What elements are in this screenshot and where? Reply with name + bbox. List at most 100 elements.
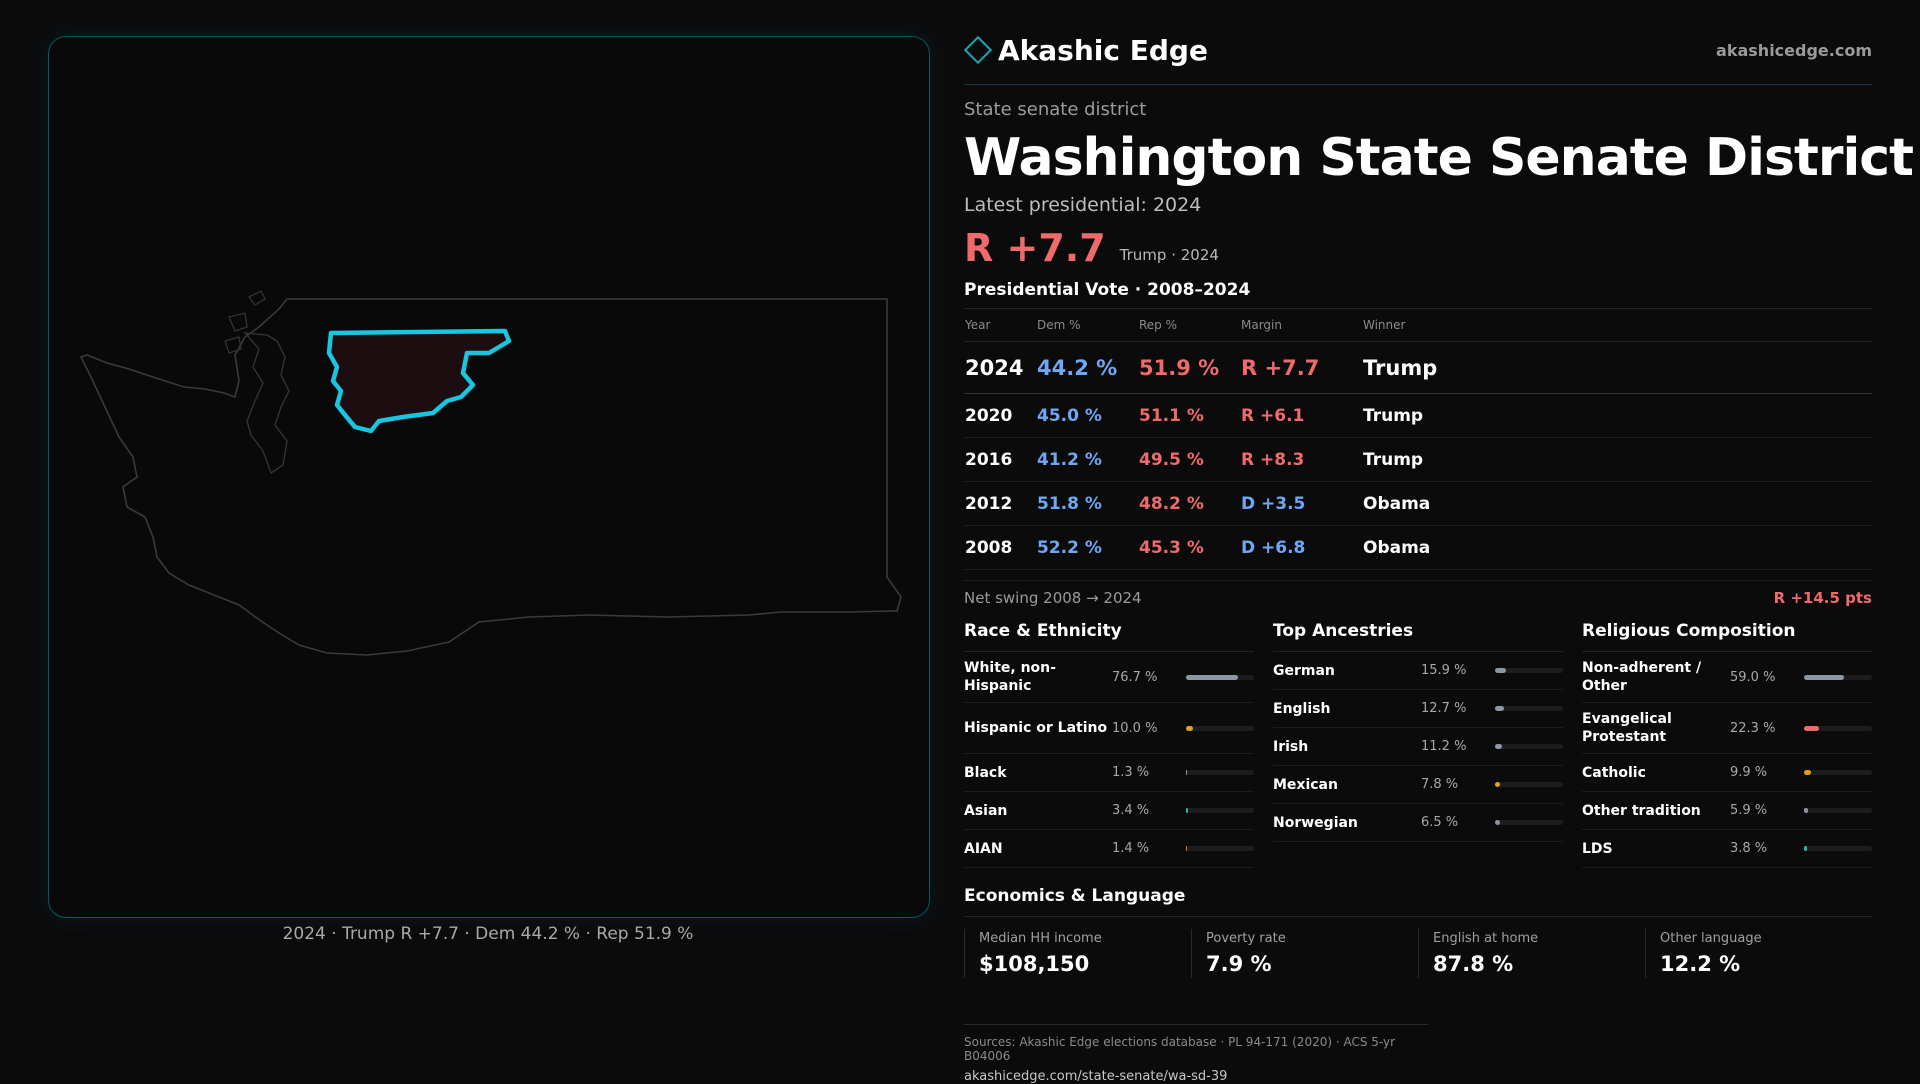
religion-label: LDS bbox=[1582, 840, 1613, 857]
vote-dem-pct: 52.2 % bbox=[1036, 525, 1138, 570]
religion-pct: 9.9 % bbox=[1730, 765, 1768, 780]
district-map[interactable] bbox=[49, 37, 929, 917]
religion-row: Non-adherent / Other 59.0 % bbox=[1582, 652, 1872, 703]
col-header-margin: Margin bbox=[1240, 308, 1362, 342]
ancestry-bar-fill bbox=[1495, 668, 1506, 673]
ancestry-label: English bbox=[1273, 700, 1331, 717]
vote-year: 2012 bbox=[964, 481, 1036, 526]
islands bbox=[224, 290, 266, 354]
headline-margin-value: R +7.7 bbox=[964, 226, 1106, 270]
religion-bar-fill bbox=[1804, 770, 1811, 775]
col-header-rep: Rep % bbox=[1138, 308, 1240, 342]
vote-dem-pct: 44.2 % bbox=[1036, 341, 1138, 394]
vote-rep-pct: 49.5 % bbox=[1138, 437, 1240, 482]
race-bar-fill bbox=[1186, 846, 1188, 851]
econ-stat-value: $108,150 bbox=[979, 952, 1090, 976]
ancestry-label: Irish bbox=[1273, 738, 1309, 755]
race-bar bbox=[1186, 846, 1254, 851]
race-section: Race & Ethnicity White, non-Hispanic 76.7… bbox=[964, 621, 1254, 868]
econ-stat: Other language 12.2 % bbox=[1645, 929, 1872, 978]
demographics: Race & Ethnicity White, non-Hispanic 76.7… bbox=[964, 621, 1872, 868]
race-row: AIAN 1.4 % bbox=[964, 830, 1254, 868]
economics-stats: Median HH income $108,150 Poverty rate 7.9 … bbox=[964, 929, 1872, 978]
race-pct: 3.4 % bbox=[1112, 803, 1150, 818]
race-bar bbox=[1186, 674, 1254, 680]
religion-pct: 59.0 % bbox=[1730, 669, 1776, 685]
ancestry-bar-fill bbox=[1495, 782, 1501, 787]
econ-stat-value: 7.9 % bbox=[1206, 952, 1272, 976]
race-bar-fill bbox=[1186, 770, 1188, 775]
ancestry-bar bbox=[1495, 744, 1563, 749]
vote-rep-pct: 51.1 % bbox=[1138, 393, 1240, 438]
vote-row: 2020 45.0 % 51.1 % R +6.1 Trump bbox=[964, 393, 1872, 438]
vote-winner: Trump bbox=[1362, 437, 1872, 482]
info-panel: Akashic Edge akashicedge.com State senat… bbox=[963, 30, 1920, 1084]
econ-stat-value: 12.2 % bbox=[1660, 952, 1741, 976]
net-swing-value: R +14.5 pts bbox=[1773, 589, 1872, 607]
vote-winner: Obama bbox=[1362, 525, 1872, 570]
race-label: Hispanic or Latino bbox=[964, 720, 1108, 736]
religion-row: Other tradition 5.9 % bbox=[1582, 792, 1872, 830]
race-label: White, non-Hispanic bbox=[964, 660, 1056, 694]
vote-rep-pct: 48.2 % bbox=[1138, 481, 1240, 526]
brand-url-link[interactable]: akashicedge.com bbox=[1716, 40, 1872, 60]
religion-row: Catholic 9.9 % bbox=[1582, 754, 1872, 792]
religion-bar-fill bbox=[1804, 674, 1845, 680]
vote-winner: Trump bbox=[1362, 393, 1872, 438]
brand-header: Akashic Edge akashicedge.com bbox=[963, 30, 1872, 85]
race-pct: 1.3 % bbox=[1112, 765, 1150, 780]
ancestry-bar bbox=[1495, 668, 1563, 673]
religion-label: Other tradition bbox=[1582, 802, 1701, 819]
vote-margin: R +6.1 bbox=[1240, 393, 1362, 438]
ancestry-bar bbox=[1495, 820, 1563, 825]
vote-dem-pct: 51.8 % bbox=[1036, 481, 1138, 526]
page-title: Washington State Senate District 39 bbox=[964, 128, 1920, 188]
vote-year: 2024 bbox=[964, 341, 1036, 394]
ancestry-bar-fill bbox=[1495, 706, 1504, 711]
ancestry-bar-fill bbox=[1495, 744, 1503, 749]
religion-label: Evangelical Protestant bbox=[1582, 711, 1672, 745]
race-pct: 10.0 % bbox=[1112, 720, 1158, 736]
religion-label: Catholic bbox=[1582, 764, 1646, 781]
vote-dem-pct: 41.2 % bbox=[1036, 437, 1138, 482]
sources-url-link[interactable]: akashicedge.com/state-senate/wa-sd-39 bbox=[964, 1069, 1228, 1084]
vote-row: 2008 52.2 % 45.3 % D +6.8 Obama bbox=[964, 525, 1872, 570]
religion-bar-fill bbox=[1804, 846, 1807, 851]
race-row: Black 1.3 % bbox=[964, 754, 1254, 792]
race-title: Race & Ethnicity bbox=[964, 621, 1254, 652]
vote-winner: Trump bbox=[1362, 341, 1872, 394]
religion-bar bbox=[1804, 846, 1872, 851]
religion-bar bbox=[1804, 770, 1872, 775]
ancestry-bar bbox=[1495, 782, 1563, 787]
puget-sound bbox=[243, 332, 290, 475]
vote-margin: R +8.3 bbox=[1240, 437, 1362, 482]
ancestry-label: German bbox=[1273, 662, 1335, 679]
district-39-shape[interactable] bbox=[326, 328, 512, 434]
religion-bar-fill bbox=[1804, 725, 1819, 731]
race-label: AIAN bbox=[964, 840, 1003, 857]
ancestry-pct: 11.2 % bbox=[1421, 739, 1467, 754]
religion-row: LDS 3.8 % bbox=[1582, 830, 1872, 868]
ancestry-pct: 12.7 % bbox=[1421, 701, 1467, 716]
vote-table: Year Dem % Rep % Margin Winner 2024 44.2 … bbox=[964, 308, 1872, 570]
religion-bar-fill bbox=[1804, 808, 1809, 813]
ancestry-pct: 7.8 % bbox=[1421, 777, 1459, 792]
ancestry-row: English 12.7 % bbox=[1273, 690, 1563, 728]
race-label: Black bbox=[964, 764, 1007, 781]
religion-pct: 22.3 % bbox=[1730, 720, 1776, 736]
diamond-logo-icon bbox=[963, 35, 993, 65]
race-pct: 1.4 % bbox=[1112, 841, 1150, 856]
religion-label: Non-adherent / Other bbox=[1582, 660, 1702, 694]
religion-pct: 5.9 % bbox=[1730, 803, 1768, 818]
ancestry-row: Norwegian 6.5 % bbox=[1273, 804, 1563, 842]
race-bar bbox=[1186, 770, 1254, 775]
ancestry-row: Irish 11.2 % bbox=[1273, 728, 1563, 766]
race-row: Hispanic or Latino 10.0 % bbox=[964, 703, 1254, 754]
col-header-dem: Dem % bbox=[1036, 308, 1138, 342]
ancestry-pct: 6.5 % bbox=[1421, 815, 1459, 830]
map-panel[interactable] bbox=[48, 36, 930, 918]
district-type: State senate district bbox=[964, 99, 1147, 120]
headline-margin-sub: Trump · 2024 bbox=[1119, 246, 1219, 264]
race-bar-fill bbox=[1186, 725, 1193, 731]
ancestry-row: German 15.9 % bbox=[1273, 652, 1563, 690]
